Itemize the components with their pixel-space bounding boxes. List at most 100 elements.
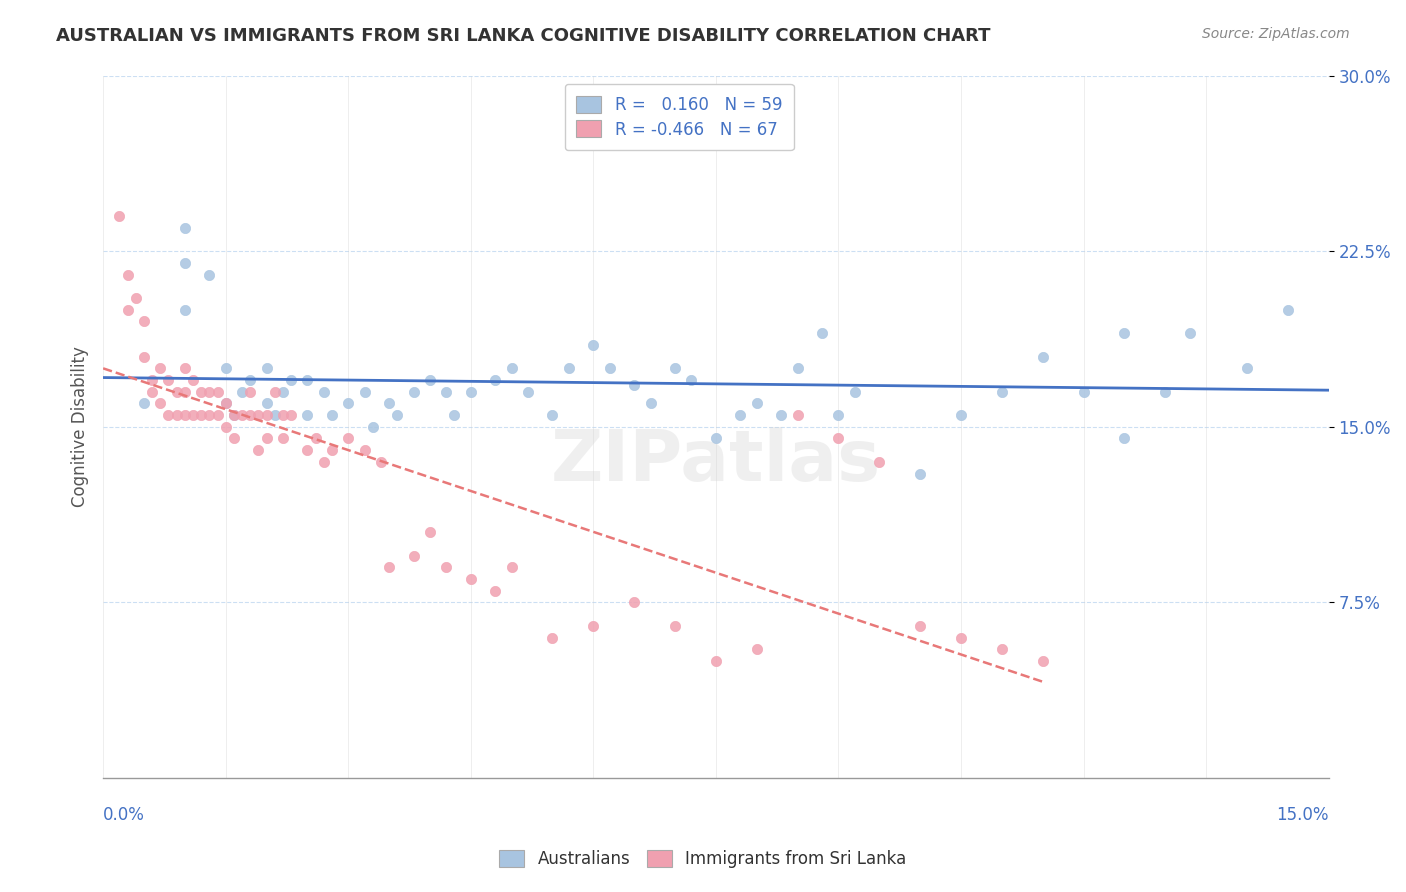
Point xyxy=(297,373,319,387)
Point xyxy=(1032,350,1054,364)
Point xyxy=(312,384,335,399)
Point xyxy=(198,384,221,399)
Point xyxy=(173,302,195,317)
Point xyxy=(370,455,392,469)
Point xyxy=(149,396,172,410)
Point xyxy=(1114,326,1136,340)
Point xyxy=(173,361,195,376)
Point xyxy=(108,209,131,223)
Point xyxy=(181,373,204,387)
Point xyxy=(949,631,972,645)
Point xyxy=(304,432,326,446)
Point xyxy=(827,408,849,422)
Text: AUSTRALIAN VS IMMIGRANTS FROM SRI LANKA COGNITIVE DISABILITY CORRELATION CHART: AUSTRALIAN VS IMMIGRANTS FROM SRI LANKA … xyxy=(56,27,991,45)
Point xyxy=(664,619,686,633)
Point xyxy=(1277,302,1299,317)
Point xyxy=(239,373,262,387)
Point xyxy=(166,384,188,399)
Point xyxy=(166,408,188,422)
Point xyxy=(149,361,172,376)
Point xyxy=(387,408,409,422)
Point xyxy=(312,455,335,469)
Point xyxy=(297,443,319,458)
Point xyxy=(623,377,645,392)
Point xyxy=(434,560,457,574)
Point xyxy=(239,384,262,399)
Point xyxy=(501,560,523,574)
Point xyxy=(582,619,605,633)
Point xyxy=(222,432,245,446)
Point xyxy=(908,619,931,633)
Point xyxy=(991,642,1014,657)
Point xyxy=(117,268,139,282)
Point xyxy=(730,408,752,422)
Point xyxy=(239,408,262,422)
Point xyxy=(541,631,564,645)
Point xyxy=(582,338,605,352)
Point xyxy=(125,291,148,305)
Point xyxy=(501,361,523,376)
Point xyxy=(599,361,621,376)
Point xyxy=(949,408,972,422)
Point xyxy=(215,419,238,434)
Point xyxy=(844,384,866,399)
Point xyxy=(231,384,253,399)
Point xyxy=(443,408,465,422)
Point xyxy=(460,572,482,586)
Point xyxy=(745,396,768,410)
Point xyxy=(173,256,195,270)
Point xyxy=(868,455,890,469)
Point xyxy=(353,384,375,399)
Point xyxy=(517,384,540,399)
Point xyxy=(811,326,834,340)
Point xyxy=(198,408,221,422)
Point xyxy=(190,384,212,399)
Text: 15.0%: 15.0% xyxy=(1277,806,1329,824)
Point xyxy=(256,432,278,446)
Point xyxy=(434,384,457,399)
Point xyxy=(280,408,302,422)
Point xyxy=(361,419,384,434)
Point xyxy=(190,408,212,422)
Point xyxy=(460,384,482,399)
Point xyxy=(419,525,441,540)
Text: ZIPatlas: ZIPatlas xyxy=(551,427,882,496)
Point xyxy=(704,654,727,668)
Point xyxy=(173,408,195,422)
Point xyxy=(541,408,564,422)
Point xyxy=(991,384,1014,399)
Point xyxy=(623,595,645,609)
Y-axis label: Cognitive Disability: Cognitive Disability xyxy=(72,346,89,508)
Point xyxy=(247,408,270,422)
Point xyxy=(402,549,425,563)
Point xyxy=(337,396,360,410)
Point xyxy=(256,408,278,422)
Point xyxy=(215,396,238,410)
Point xyxy=(207,408,229,422)
Point xyxy=(132,314,155,328)
Point xyxy=(132,396,155,410)
Point xyxy=(263,408,285,422)
Point xyxy=(770,408,793,422)
Point xyxy=(173,220,195,235)
Point xyxy=(337,432,360,446)
Point xyxy=(640,396,662,410)
Point xyxy=(132,350,155,364)
Point xyxy=(297,408,319,422)
Point xyxy=(271,432,294,446)
Point xyxy=(247,443,270,458)
Point xyxy=(419,373,441,387)
Point xyxy=(484,583,506,598)
Point xyxy=(908,467,931,481)
Point xyxy=(256,361,278,376)
Point xyxy=(1114,432,1136,446)
Point xyxy=(378,560,401,574)
Point xyxy=(378,396,401,410)
Point xyxy=(745,642,768,657)
Point xyxy=(558,361,581,376)
Point xyxy=(321,443,343,458)
Point xyxy=(1073,384,1095,399)
Point xyxy=(1154,384,1177,399)
Point xyxy=(353,443,375,458)
Point xyxy=(222,408,245,422)
